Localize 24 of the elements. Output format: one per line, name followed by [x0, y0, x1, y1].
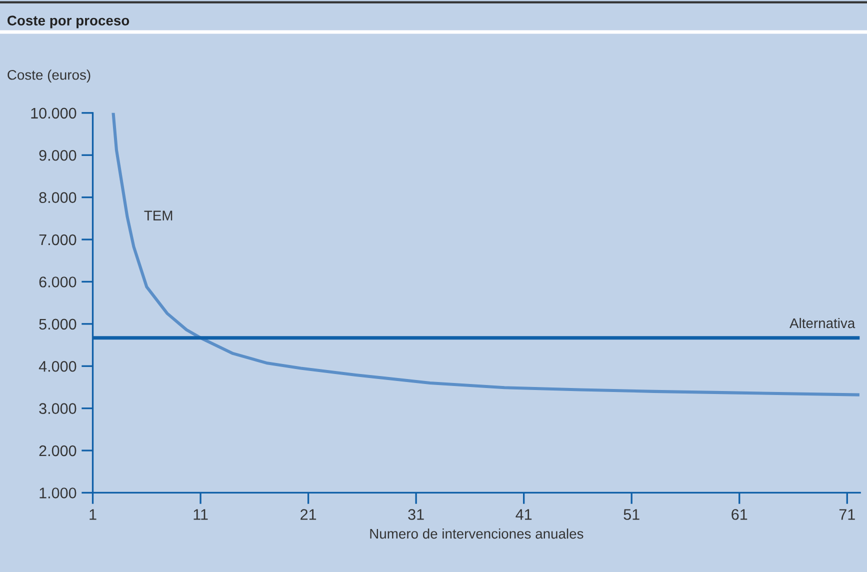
x-tick-label: 11: [194, 509, 208, 520]
x-tick-label: 1: [90, 509, 96, 520]
x-axis-title: Numero de intervenciones anuales: [370, 528, 584, 539]
line-series: [112, 112, 860, 396]
y-tick-label: 3.000: [39, 403, 76, 414]
x-tick-label: 21: [300, 509, 316, 520]
y-tick-label: 9.000: [39, 150, 76, 161]
y-tick-label: 8.000: [39, 192, 76, 203]
chart-title: Coste por proceso: [8, 16, 130, 28]
x-tick-label: 71: [839, 509, 855, 520]
y-axis-title: Coste (euros): [8, 70, 90, 83]
x-tick-label: 31: [408, 509, 424, 520]
x-tick-label: 41: [516, 509, 532, 520]
y-tick-label: 7.000: [39, 234, 76, 246]
series-label: Alternativa: [790, 318, 856, 328]
y-tick-label: 2.000: [39, 445, 76, 456]
x-tick-label: 61: [732, 509, 748, 520]
y-tick-label: 6.000: [39, 276, 76, 288]
y-tick-label: 10.000: [31, 108, 76, 119]
y-tick-label: 4.000: [38, 360, 76, 372]
y-tick-label: 1.000: [40, 488, 76, 498]
x-tick-label: 51: [624, 509, 640, 520]
y-tick-label: 5.000: [39, 318, 76, 330]
series-label: TEM: [144, 210, 172, 220]
